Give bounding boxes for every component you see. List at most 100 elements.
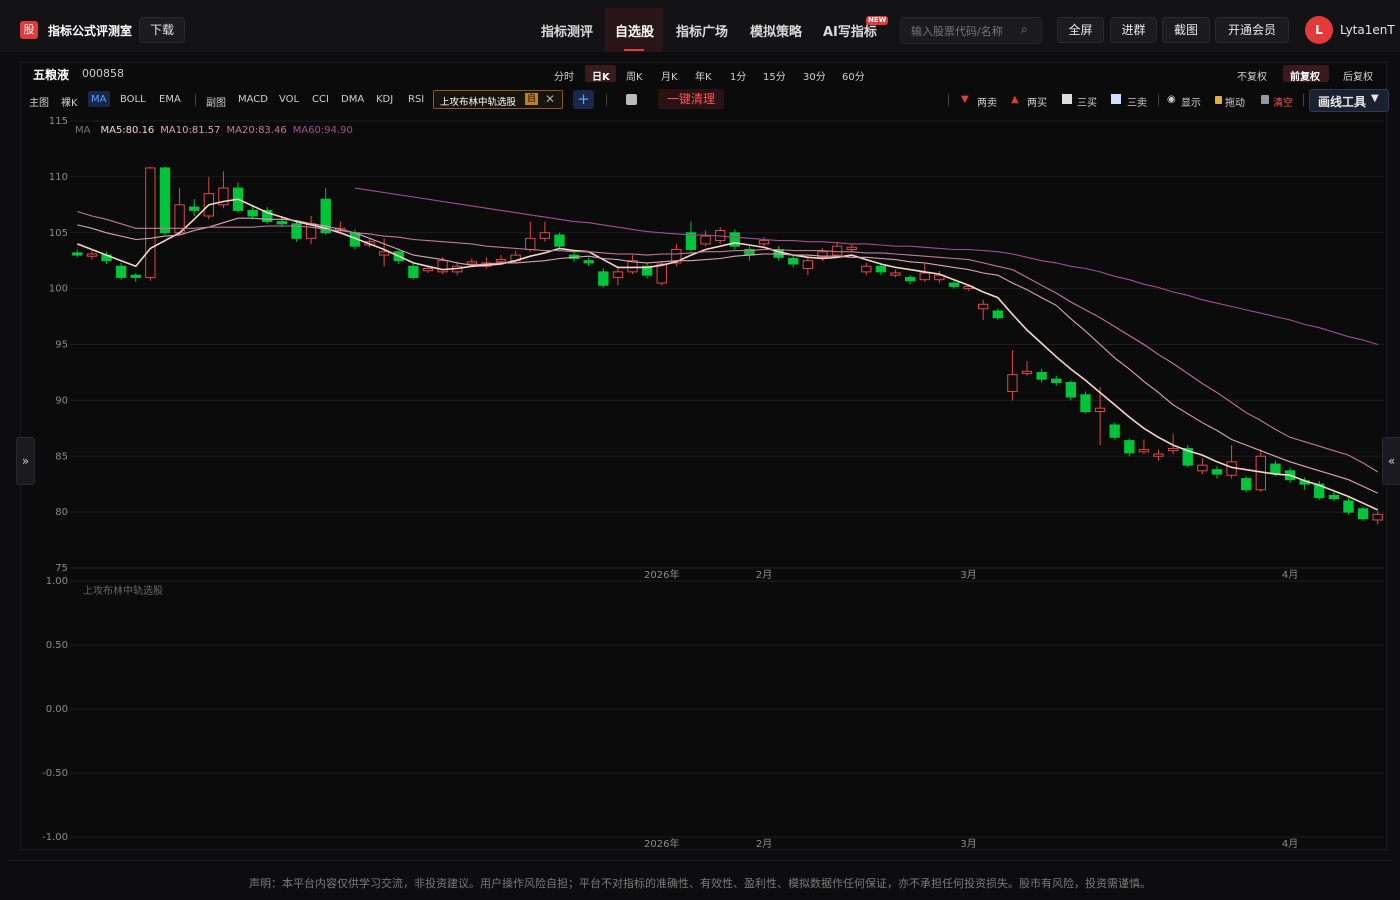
candle-body [1080, 394, 1091, 413]
tool[interactable]: 两买 [1027, 98, 1047, 109]
nav-item[interactable]: 指标测评 [541, 25, 594, 40]
logo[interactable]: 股 [20, 21, 38, 39]
legend-entry: MA5:80.16 [100, 125, 154, 136]
candle-body [276, 221, 288, 225]
trash-icon [1261, 95, 1269, 104]
avatar[interactable]: L [1305, 16, 1333, 44]
search-icon[interactable]: ⌕ [1021, 22, 1028, 36]
header-button[interactable]: 全屏 [1057, 17, 1104, 43]
period[interactable]: 30分 [803, 72, 826, 83]
candle-body [495, 259, 507, 263]
candle-body [1065, 381, 1077, 398]
header-button[interactable]: 进群 [1110, 17, 1157, 43]
period[interactable]: 分时 [554, 72, 574, 83]
adjust[interactable]: 后复权 [1343, 72, 1373, 83]
sub-item[interactable]: KDJ [376, 94, 394, 105]
candle-body [466, 261, 477, 265]
adjust[interactable]: 不复权 [1237, 72, 1267, 83]
period-active-bg [585, 65, 616, 82]
candle-body [729, 232, 740, 247]
candle-body [802, 260, 814, 270]
candle-body [86, 253, 98, 257]
candle-body [1357, 508, 1369, 520]
main-item[interactable]: MA [91, 94, 107, 105]
expand-left[interactable]: » [16, 437, 35, 485]
y-tick-label: 0.50 [46, 640, 68, 651]
tool[interactable]: 清空 [1273, 98, 1293, 109]
candle-body [1343, 500, 1354, 513]
ma-active-bg [88, 91, 110, 107]
y-tick-label: 105 [49, 228, 68, 239]
tool[interactable]: 拖动 [1225, 98, 1245, 109]
candle-body [1007, 374, 1018, 392]
adjust[interactable]: 前复权 [1290, 72, 1320, 83]
candle-body [1328, 494, 1340, 500]
candle-body [291, 223, 302, 239]
period[interactable]: 周K [626, 72, 643, 83]
draw-tool-button[interactable]: 画线工具 ▼ [1309, 89, 1389, 112]
username[interactable]: Lyta1enT [1340, 23, 1395, 37]
candle-body [422, 268, 434, 272]
main-item[interactable]: EMA [159, 94, 181, 105]
candle-body [641, 265, 653, 276]
candle-body [934, 274, 945, 281]
candle-body [262, 209, 273, 223]
tool[interactable]: 三卖 [1127, 98, 1147, 109]
period[interactable]: 1分 [730, 72, 747, 83]
main-item[interactable]: 裸K [61, 98, 78, 109]
divider [948, 94, 949, 106]
sub-item[interactable]: MACD [238, 94, 268, 105]
candle-body [378, 251, 390, 256]
period[interactable]: 年K [695, 72, 712, 83]
header-button[interactable]: 截图 [1162, 17, 1210, 43]
candle-body [159, 167, 171, 234]
y-tick-label: 115 [49, 116, 68, 127]
candle-body [218, 187, 229, 206]
candle-body [554, 234, 565, 247]
nav-item[interactable]: 指标广场 [676, 25, 729, 40]
app-name[interactable]: 指标公式评测室 [48, 24, 133, 38]
candle-body [1167, 447, 1179, 452]
candle-body [247, 209, 258, 217]
formula-tag-text: 上攻布林中轨选股 [440, 97, 517, 108]
x-tick-label: 3月 [960, 838, 976, 850]
x-tick-label: 4月 [1282, 838, 1298, 850]
x-tick-label: 2026年 [644, 837, 679, 850]
sub-item[interactable]: VOL [279, 94, 300, 105]
nav-item[interactable]: AI写指标 [823, 25, 877, 40]
save-icon[interactable] [626, 94, 637, 105]
footer-divider [8, 860, 1392, 861]
clear-button[interactable]: 一键清理 [658, 89, 724, 109]
x-tick-label: 3月 [960, 569, 976, 581]
disclaimer: 声明：本平台内容仅供学习交流，非投资建议。用户操作风险自担；平台不对指标的准确性… [249, 877, 1151, 890]
search-box[interactable] [900, 17, 1042, 44]
sub-item[interactable]: RSI [408, 94, 425, 105]
expand-right[interactable]: « [1382, 437, 1400, 485]
divider [195, 94, 196, 106]
tool[interactable]: 显示 [1181, 98, 1201, 109]
header-button[interactable]: 开通会员 [1215, 17, 1289, 43]
sub-item[interactable]: DMA [341, 94, 365, 105]
nav-item[interactable]: 自选股 [615, 25, 655, 40]
candle-body [1211, 469, 1223, 475]
add-button[interactable]: + [573, 90, 594, 109]
candle-body [1094, 407, 1106, 413]
period[interactable]: 60分 [842, 72, 865, 83]
sub-item[interactable]: CCI [312, 94, 329, 105]
nav-active-line [624, 49, 644, 51]
candle-body [437, 260, 448, 273]
period[interactable]: 日K [592, 72, 610, 83]
y-tick-label: -0.50 [42, 768, 68, 779]
download-button[interactable]: 下载 [139, 17, 185, 43]
period[interactable]: 15分 [763, 72, 786, 83]
candle-body [1314, 483, 1325, 499]
tool[interactable]: 两卖 [977, 98, 997, 109]
tag-close[interactable]: ✕ [545, 92, 556, 106]
period[interactable]: 月K [661, 72, 678, 83]
x-tick-label: 2月 [756, 569, 772, 581]
candle-body [685, 232, 697, 251]
nav-item[interactable]: 模拟策略 [750, 25, 803, 40]
tool[interactable]: 三买 [1077, 98, 1097, 109]
ma-line [77, 210, 1378, 473]
main-item[interactable]: BOLL [120, 94, 146, 105]
